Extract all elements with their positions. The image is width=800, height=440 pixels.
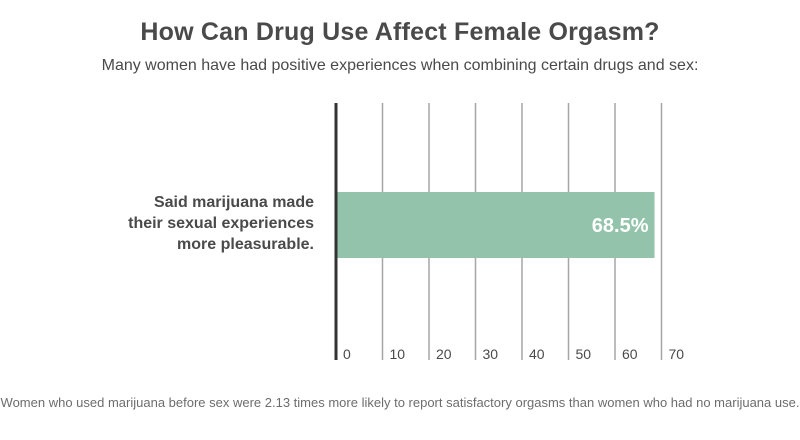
category-label: Said marijuana made their sexual experie… (60, 192, 314, 255)
data-label: 68.5% (592, 215, 649, 237)
category-label-line: Said marijuana made (153, 194, 314, 211)
x-tick-label: 0 (343, 346, 351, 362)
x-tick-label: 10 (390, 346, 406, 362)
bar (336, 192, 655, 258)
chart-footnote: Women who used marijuana before sex were… (0, 395, 800, 410)
x-tick-label: 20 (436, 346, 452, 362)
x-tick-label: 60 (622, 346, 638, 362)
x-tick-label: 40 (529, 346, 545, 362)
x-tick-label: 30 (483, 346, 499, 362)
category-label-line: more pleasurable. (177, 236, 314, 253)
x-tick-label: 70 (669, 346, 685, 362)
chart-title: How Can Drug Use Affect Female Orgasm? (140, 18, 660, 46)
x-tick-label: 50 (576, 346, 592, 362)
chart-subtitle: Many women have had positive experiences… (101, 57, 699, 74)
category-label-line: their sexual experiences (128, 215, 314, 232)
